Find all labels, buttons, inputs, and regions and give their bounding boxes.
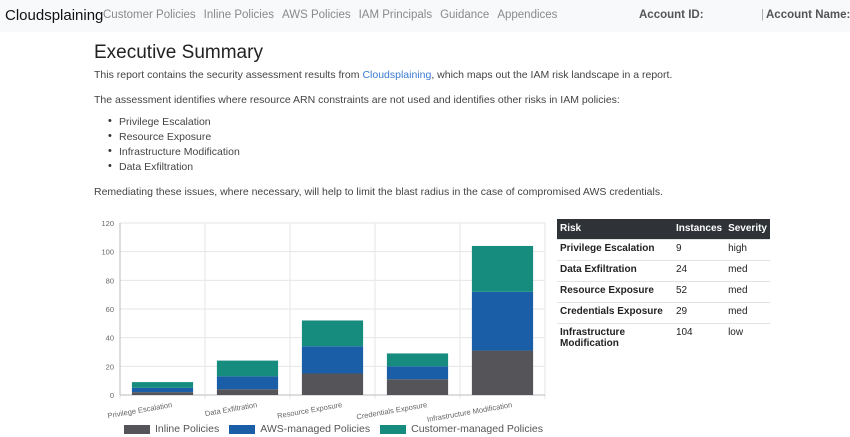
header-instances: Instances: [672, 219, 726, 239]
list-item: Privilege Escalation: [108, 115, 240, 131]
brand-logo-text[interactable]: Cloudsplaining: [5, 7, 104, 24]
cell-severity: low: [725, 322, 770, 352]
list-item: Resource Exposure: [108, 130, 240, 146]
bar-segment: [131, 387, 194, 393]
table-row: Resource Exposure 52 med: [557, 280, 770, 302]
account-name: Account Name: wo: [766, 9, 850, 21]
bar-segment: [216, 376, 279, 390]
cell-severity: high: [725, 238, 770, 260]
y-tick-label: 0: [110, 391, 114, 400]
bar-segment: [471, 350, 534, 395]
account-separator: |: [761, 9, 764, 21]
account-id: Account ID:: [639, 9, 704, 21]
bar-segment: [301, 346, 364, 374]
risk-bar-chart: 0 20 40 60 80 100 120 Privilege Escalation Data …: [101, 219, 546, 424]
risk-summary-table: Risk Instances Severity Privilege Escala…: [557, 219, 770, 352]
table-row: Data Exfiltration 24 med: [557, 259, 770, 281]
table-row: Infrastructure Modification 104 low: [557, 322, 770, 352]
cell-instances: 104: [672, 322, 726, 352]
bar-segment: [216, 360, 279, 377]
x-tick-label: Data Exfiltration: [204, 400, 258, 418]
nav-link-inline-policies[interactable]: Inline Policies: [203, 9, 274, 21]
bar-segment: [301, 373, 364, 395]
cell-severity: med: [725, 259, 770, 281]
y-tick-label: 40: [106, 334, 114, 343]
cell-instances: 24: [672, 259, 726, 281]
table-header-row: Risk Instances Severity: [557, 219, 770, 239]
x-tick-label: Infrastructure Modification: [426, 400, 513, 424]
y-tick-label: 80: [106, 276, 114, 285]
nav-link-customer-policies[interactable]: Customer Policies: [103, 9, 196, 21]
chart-legend: Inline Policies AWS-managed Policies Cus…: [124, 423, 553, 435]
x-tick-label: Privilege Escalation: [107, 400, 173, 420]
table-row: Credentials Exposure 29 med: [557, 301, 770, 323]
bar-segment: [131, 382, 194, 388]
x-tick-label: Credentials Exposure: [356, 400, 428, 421]
bar-segment: [386, 366, 449, 380]
bar-segment: [386, 353, 449, 367]
cell-instances: 9: [672, 238, 726, 260]
nav-link-iam-principals[interactable]: IAM Principals: [358, 9, 433, 21]
account-name-label: Account Name:: [766, 9, 850, 21]
navbar: Cloudsplaining Customer Policies Inline …: [0, 0, 850, 32]
legend-item-aws-managed[interactable]: AWS-managed Policies: [229, 423, 370, 435]
cell-risk: Credentials Exposure: [557, 301, 673, 323]
legend-swatch: [124, 424, 150, 434]
bar-segment: [131, 392, 194, 395]
legend-label: Inline Policies: [155, 423, 220, 435]
header-severity: Severity: [725, 219, 770, 239]
cell-risk: Resource Exposure: [557, 280, 673, 302]
intro-text-after: , which maps out the IAM risk landscape …: [431, 69, 673, 81]
legend-item-inline[interactable]: Inline Policies: [124, 423, 219, 435]
cell-risk: Privilege Escalation: [557, 238, 673, 260]
bar-segment: [386, 379, 449, 395]
legend-swatch: [380, 424, 407, 434]
account-id-label: Account ID:: [639, 9, 704, 21]
y-tick-label: 20: [106, 362, 114, 371]
remediation-paragraph: Remediating these issues, where necessar…: [94, 186, 664, 198]
intro-text-before: This report contains the security assess…: [94, 69, 363, 81]
bar-segment: [301, 320, 364, 347]
header-risk: Risk: [557, 219, 673, 239]
assessment-paragraph: The assessment identifies where resource…: [94, 94, 620, 106]
x-tick-label: Resource Exposure: [276, 400, 342, 420]
bar-segment: [471, 245, 534, 292]
y-tick-label: 100: [101, 248, 114, 257]
cloudsplaining-link[interactable]: Cloudsplaining: [362, 69, 432, 81]
bar-segment: [216, 389, 279, 395]
nav-links: Customer Policies Inline Policies AWS Po…: [103, 9, 565, 21]
list-item: Data Exfiltration: [108, 160, 240, 176]
risk-list: Privilege Escalation Resource Exposure I…: [108, 115, 240, 176]
legend-label: AWS-managed Policies: [260, 423, 371, 435]
cell-risk: Infrastructure Modification: [557, 322, 673, 352]
y-tick-label: 60: [106, 305, 114, 314]
intro-paragraph: This report contains the security assess…: [94, 69, 672, 81]
nav-link-aws-policies[interactable]: AWS Policies: [282, 9, 351, 21]
y-tick-label: 120: [101, 219, 114, 228]
page-title: Executive Summary: [94, 42, 263, 63]
nav-link-guidance[interactable]: Guidance: [440, 9, 490, 21]
bar-segment: [471, 291, 534, 351]
table-row: Privilege Escalation 9 high: [557, 238, 770, 260]
legend-swatch: [229, 424, 256, 434]
cell-risk: Data Exfiltration: [557, 259, 673, 281]
cell-severity: med: [725, 301, 770, 323]
cell-instances: 29: [672, 301, 726, 323]
legend-label: Customer-managed Policies: [411, 423, 544, 435]
nav-link-appendices[interactable]: Appendices: [497, 9, 558, 21]
list-item: Infrastructure Modification: [108, 145, 240, 161]
cell-severity: med: [725, 280, 770, 302]
cell-instances: 52: [672, 280, 726, 302]
legend-item-customer-managed[interactable]: Customer-managed Policies: [380, 423, 543, 435]
